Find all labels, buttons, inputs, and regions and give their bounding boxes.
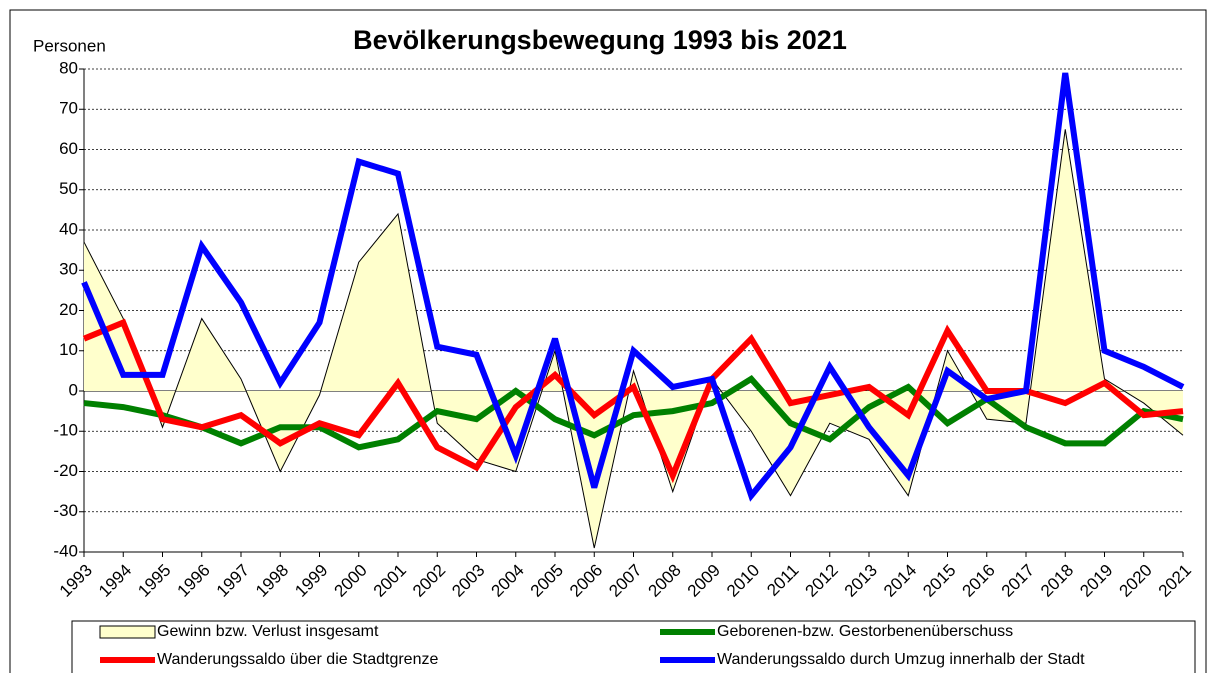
x-tick-label: 2019 [1076,561,1116,601]
x-tick-label: 2021 [1155,561,1195,601]
x-tick-label: 2017 [998,561,1038,601]
y-tick-label: 20 [59,300,78,319]
y-tick-label: -20 [53,461,78,480]
x-tick-label: 2018 [1037,561,1077,601]
y-tick-label: 30 [59,260,78,279]
x-tick-label: 2000 [331,561,371,601]
x-tick-label: 2012 [802,561,842,601]
line [81,72,1185,502]
x-tick-label: 1997 [213,561,253,601]
y-tick-label: 0 [69,380,78,399]
x-tick-label: 1993 [56,561,96,601]
y-tick-label: 40 [59,219,78,238]
legend-text: Geborenen-bzw. Gestorbenenüberschuss [717,623,1013,640]
area-outline [83,129,1184,549]
x-tick-label: 2001 [370,561,410,601]
chart-title: Bevölkerungsbewegung 1993 bis 2021 [353,25,847,55]
y-tick-label: 80 [59,58,78,77]
y-tick-label: 50 [59,179,78,198]
x-tick-label: 2008 [645,561,685,601]
x-tick-label: 2005 [527,561,567,601]
x-tick-label: 2006 [566,561,606,601]
legend-box [71,620,1196,673]
x-tick-label: 2020 [1116,561,1156,601]
x-tick-label: 2002 [409,561,449,601]
x-tick-label: 2010 [723,561,763,601]
x-tick-label: 2007 [605,561,645,601]
x-tick-label: 2011 [763,561,802,600]
y-tick-label: -30 [53,501,78,520]
x-tick-label: 2009 [684,561,724,601]
y-tick-label: 60 [59,139,78,158]
y-tick-label: 10 [59,340,78,359]
y-tick-label: -10 [53,421,78,440]
x-tick-label: 1999 [291,561,331,601]
chart-frame [9,9,1207,673]
x-tick-label: 2004 [488,561,528,601]
legend: Gewinn bzw. Verlust insgesamt Geborenen-b… [71,620,1196,673]
area-fill [84,129,1183,548]
legend-text: Gewinn bzw. Verlust insgesamt [157,623,379,640]
line [82,318,1184,484]
legend-text: Wanderungssaldo durch Umzug innerhalb de… [717,651,1085,668]
legend-text: Wanderungssaldo über die Stadtgrenze [157,651,438,668]
x-tick-label: 1994 [95,561,135,601]
y-axis-label: Personen [33,36,106,55]
y-tick-label: -40 [53,541,78,560]
x-tick-label: 2003 [448,561,488,601]
x-tick-label: 1998 [252,561,292,601]
legend-swatch [99,625,156,639]
x-tick-label: 2015 [919,561,959,601]
x-tick-label: 1995 [134,561,174,601]
x-tick-label: 2016 [959,561,999,601]
x-tick-label: 2013 [841,561,881,601]
x-tick-label: 2014 [880,561,920,601]
y-tick-label: 70 [59,99,78,118]
x-tick-label: 1996 [174,561,214,601]
